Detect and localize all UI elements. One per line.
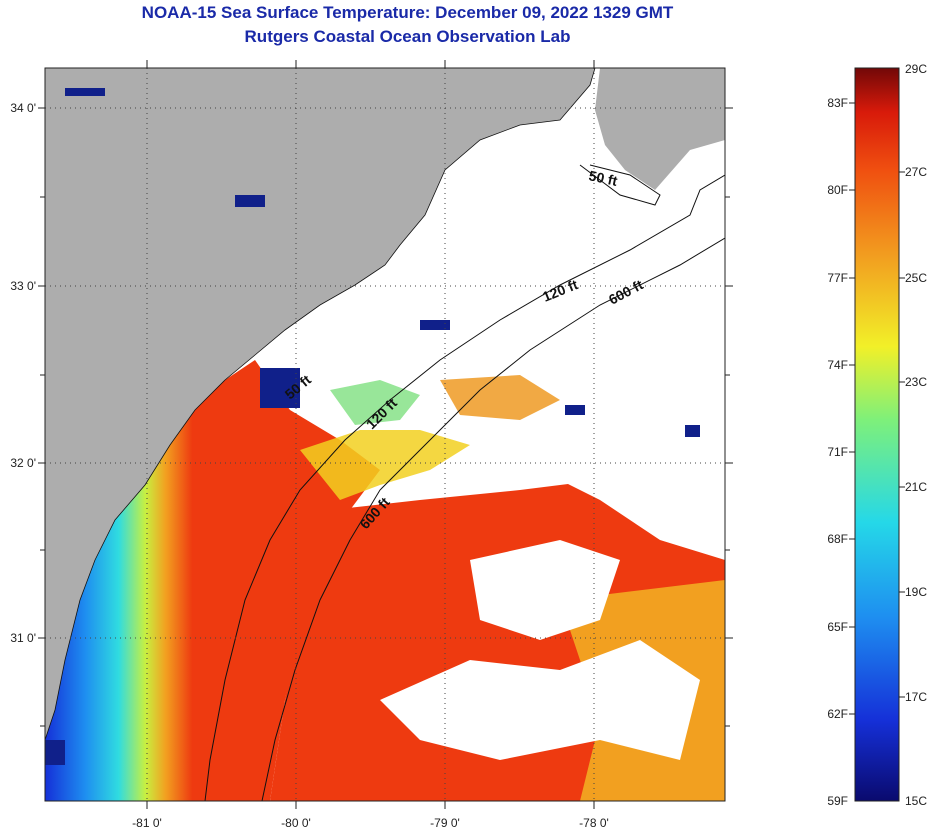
sst-mid-shelf xyxy=(300,430,470,500)
sst-coastal-gradient xyxy=(45,360,380,801)
map-subtitle: Rutgers Coastal Ocean Observation Lab xyxy=(244,27,571,46)
map-title: NOAA-15 Sea Surface Temperature: Decembe… xyxy=(141,3,674,22)
cold-specks xyxy=(45,88,700,765)
coastline xyxy=(45,68,596,741)
colorbar-c-label: 17C xyxy=(905,690,927,704)
colorbar-c-label: 15C xyxy=(905,794,927,808)
colorbar-f-label: 83F xyxy=(827,96,848,110)
colorbar-c-label: 25C xyxy=(905,271,927,285)
land-northeast xyxy=(595,68,725,190)
colorbar-f-label: 59F xyxy=(827,794,848,808)
colorbar-gradient xyxy=(854,67,900,802)
lon-label-79: -79 0' xyxy=(430,816,460,830)
sst-green-patch xyxy=(330,380,420,425)
axis-ticks xyxy=(38,60,733,809)
colorbar-c-label: 27C xyxy=(905,165,927,179)
sst-orange-patch xyxy=(440,375,560,420)
lon-label-81: -81 0' xyxy=(132,816,162,830)
cloud-gap xyxy=(520,420,725,560)
lat-label-33: 33 0' xyxy=(10,279,36,293)
lon-label-78: -78 0' xyxy=(579,816,609,830)
map-frame xyxy=(44,67,726,802)
colorbar-ticks xyxy=(849,102,905,715)
colorbar-f-label: 65F xyxy=(827,620,848,634)
colorbar-c-label: 21C xyxy=(905,480,927,494)
land xyxy=(45,68,595,740)
colorbar-f-label: 62F xyxy=(827,707,848,721)
isobath-50ft xyxy=(579,164,661,206)
map-plot-area: 50 ft 120 ft 600 ft 50 ft 120 ft 600 ft xyxy=(45,68,725,801)
isobath-120ft xyxy=(204,174,725,801)
colorbar: 83F 80F 77F 74F 71F 68F 65F 62F 59F 29C … xyxy=(827,62,927,808)
cloud-gap xyxy=(380,640,700,760)
colorbar-f-label: 74F xyxy=(827,358,848,372)
lon-label-80: -80 0' xyxy=(281,816,311,830)
lat-label-31: 31 0' xyxy=(10,631,36,645)
graticule xyxy=(45,68,725,801)
isobath-label-50ft: 50 ft xyxy=(587,167,619,189)
colorbar-c-label: 23C xyxy=(905,375,927,389)
colorbar-c-label: 29C xyxy=(905,62,927,76)
colorbar-f-label: 71F xyxy=(827,445,848,459)
colorbar-c-label: 19C xyxy=(905,585,927,599)
cloud-gap xyxy=(470,540,620,640)
lat-label-34: 34 0' xyxy=(10,101,36,115)
colorbar-f-label: 68F xyxy=(827,532,848,546)
colorbar-f-label: 80F xyxy=(827,183,848,197)
isobath-600ft xyxy=(261,237,725,801)
colorbar-f-label: 77F xyxy=(827,271,848,285)
lat-label-32: 32 0' xyxy=(10,456,36,470)
